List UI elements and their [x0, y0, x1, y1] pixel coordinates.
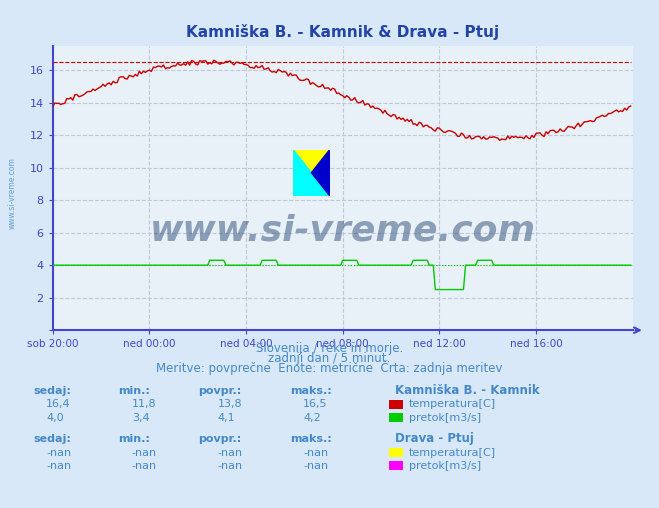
Text: povpr.:: povpr.:	[198, 386, 241, 396]
Text: 16,5: 16,5	[303, 399, 328, 409]
Text: min.:: min.:	[119, 434, 150, 444]
Text: zadnji dan / 5 minut.: zadnji dan / 5 minut.	[268, 352, 391, 365]
Text: Drava - Ptuj: Drava - Ptuj	[395, 432, 474, 445]
Text: 11,8: 11,8	[132, 399, 156, 409]
Text: -nan: -nan	[303, 461, 328, 471]
Text: -nan: -nan	[303, 448, 328, 458]
Text: www.si-vreme.com: www.si-vreme.com	[8, 157, 17, 229]
Text: pretok[m3/s]: pretok[m3/s]	[409, 412, 480, 423]
Text: 3,4: 3,4	[132, 412, 150, 423]
Text: temperatura[C]: temperatura[C]	[409, 448, 496, 458]
Title: Kamniška B. - Kamnik & Drava - Ptuj: Kamniška B. - Kamnik & Drava - Ptuj	[186, 24, 500, 41]
Text: -nan: -nan	[46, 448, 71, 458]
Text: maks.:: maks.:	[290, 434, 331, 444]
Text: -nan: -nan	[217, 448, 243, 458]
Text: min.:: min.:	[119, 386, 150, 396]
Text: -nan: -nan	[132, 448, 157, 458]
Text: Meritve: povprečne  Enote: metrične  Črta: zadnja meritev: Meritve: povprečne Enote: metrične Črta:…	[156, 360, 503, 375]
Polygon shape	[293, 150, 330, 196]
Polygon shape	[312, 150, 330, 196]
Text: 16,4: 16,4	[46, 399, 71, 409]
Text: -nan: -nan	[217, 461, 243, 471]
Text: Slovenija / reke in morje.: Slovenija / reke in morje.	[256, 341, 403, 355]
Text: sedaj:: sedaj:	[33, 434, 71, 444]
Text: 4,0: 4,0	[46, 412, 64, 423]
Text: pretok[m3/s]: pretok[m3/s]	[409, 461, 480, 471]
Text: www.si-vreme.com: www.si-vreme.com	[150, 214, 536, 247]
Text: 13,8: 13,8	[217, 399, 242, 409]
Text: 4,2: 4,2	[303, 412, 321, 423]
Text: Kamniška B. - Kamnik: Kamniška B. - Kamnik	[395, 384, 540, 397]
Text: sedaj:: sedaj:	[33, 386, 71, 396]
Polygon shape	[293, 150, 330, 196]
Text: temperatura[C]: temperatura[C]	[409, 399, 496, 409]
Text: maks.:: maks.:	[290, 386, 331, 396]
Text: -nan: -nan	[132, 461, 157, 471]
Text: povpr.:: povpr.:	[198, 434, 241, 444]
Text: 4,1: 4,1	[217, 412, 235, 423]
Text: -nan: -nan	[46, 461, 71, 471]
